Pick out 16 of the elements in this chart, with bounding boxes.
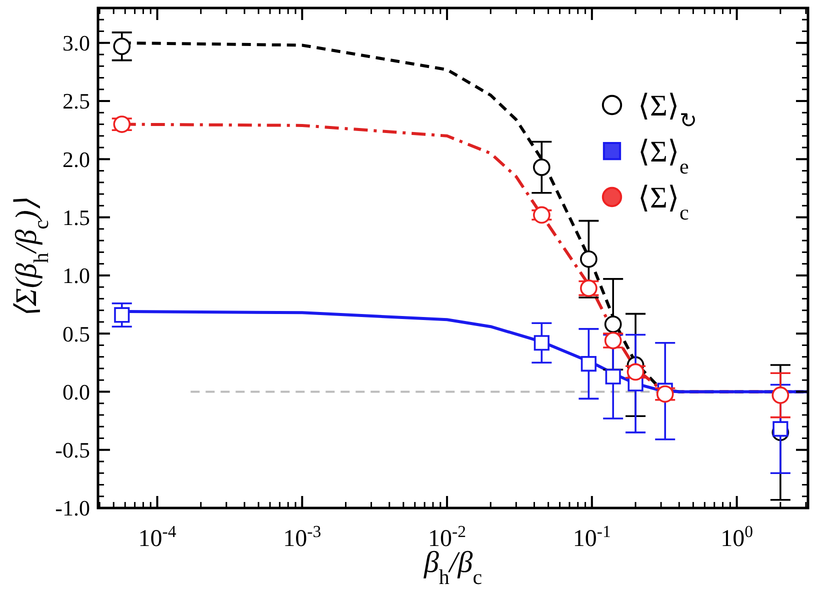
legend-label: ⟨Σ⟩$_{↻}$ [638,90,698,132]
legend-label: ⟨Σ⟩$_{e}$ [638,136,689,178]
y-tick-label: 0.0 [62,379,90,404]
y-tick-label: -1.0 [55,496,90,521]
y-tick-label: 2.0 [62,146,90,172]
y-tick-label: 3.0 [62,30,90,56]
x-tick-label: 10$^{-3}$ [283,522,322,552]
y-tick-label: -0.5 [55,438,90,463]
y-tick-label: 1.0 [62,263,90,288]
x-tick-label: 10$^{-1}$ [572,522,611,552]
legend-label: ⟨Σ⟩$_{c}$ [638,182,689,224]
y-tick-label: 1.5 [62,205,90,230]
x-tick-label: 10$^{0}$ [720,522,753,552]
x-tick-label: 10$^{-4}$ [138,522,177,552]
y-tick-label: 0.5 [62,321,90,346]
y-tick-label: 2.5 [62,88,90,114]
